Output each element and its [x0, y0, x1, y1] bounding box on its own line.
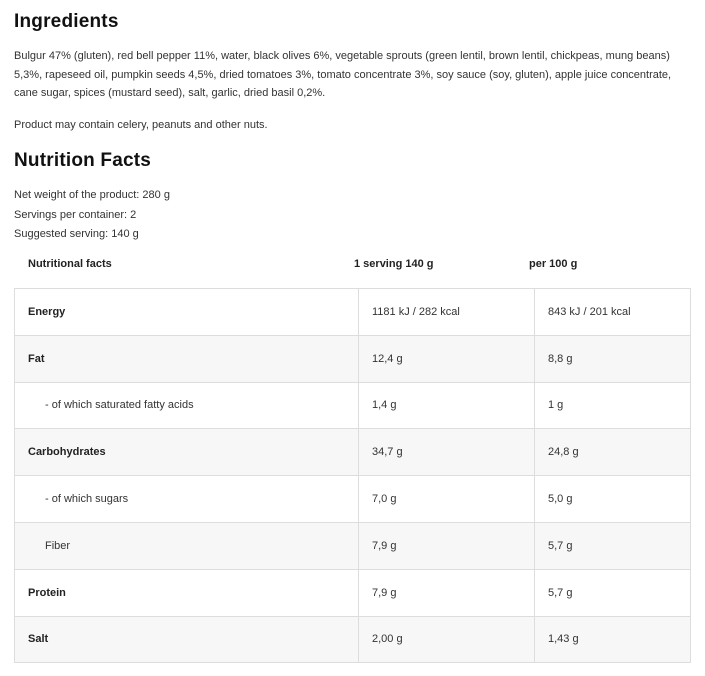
table-row: Salt 2,00 g 1,43 g — [14, 615, 691, 664]
serving-value: 1181 kJ / 282 kcal — [358, 288, 535, 336]
per100-value: 24,8 g — [534, 428, 691, 477]
serving-value: 12,4 g — [358, 334, 535, 383]
suggested-serving: Suggested serving: 140 g — [14, 228, 139, 240]
servings-per-container: Servings per container: 2 — [14, 208, 137, 221]
table-row: Energy 1181 kJ / 282 kcal 843 kJ / 201 kca… — [14, 288, 691, 336]
nutrition-table: Energy 1181 kJ / 282 kcal 843 kJ / 201 kca… — [14, 288, 691, 664]
serving-value: 1,4 g — [358, 381, 535, 430]
table-row: Fiber 7,9 g 5,7 g — [14, 521, 691, 570]
ingredients-text: Bulgur 47% (gluten), red bell pepper 11%… — [14, 50, 672, 99]
per100-value: 5,7 g — [534, 521, 691, 570]
nutrient-name: - of which saturated fatty acids — [14, 381, 359, 430]
header-per-100g: per 100 g — [529, 258, 578, 270]
header-serving: 1 serving 140 g — [354, 258, 434, 270]
table-header: Nutritional facts 1 serving 140 g per 10… — [14, 256, 691, 274]
nutrient-name: Salt — [14, 615, 359, 664]
ingredients-heading: Ingredients — [14, 11, 119, 32]
per100-value: 8,8 g — [534, 334, 691, 383]
nutrition-meta: Net weight of the product: 280 g Serving… — [14, 186, 170, 245]
table-row: Fat 12,4 g 8,8 g — [14, 334, 691, 383]
nutrient-name: Fiber — [14, 521, 359, 570]
net-weight: Net weight of the product: 280 g — [14, 189, 170, 201]
per100-value: 843 kJ / 201 kcal — [534, 288, 691, 336]
allergen-note: Product may contain celery, peanuts and … — [14, 119, 268, 131]
nutrient-name: Energy — [14, 288, 359, 336]
header-nutritional-facts: Nutritional facts — [28, 258, 112, 270]
table-row: Carbohydrates 34,7 g 24,8 g — [14, 428, 691, 477]
serving-value: 7,9 g — [358, 568, 535, 617]
nutrient-name: Fat — [14, 334, 359, 383]
per100-value: 1,43 g — [534, 615, 691, 664]
nutrient-name: Protein — [14, 568, 359, 617]
nutrient-name: Carbohydrates — [14, 428, 359, 477]
per100-value: 5,0 g — [534, 475, 691, 523]
table-row: Protein 7,9 g 5,7 g — [14, 568, 691, 617]
serving-value: 34,7 g — [358, 428, 535, 477]
serving-value: 7,0 g — [358, 475, 535, 523]
serving-value: 2,00 g — [358, 615, 535, 664]
serving-value: 7,9 g — [358, 521, 535, 570]
nutrient-name: - of which sugars — [14, 475, 359, 523]
table-row: - of which sugars 7,0 g 5,0 g — [14, 475, 691, 523]
per100-value: 5,7 g — [534, 568, 691, 617]
nutrition-heading: Nutrition Facts — [14, 150, 152, 171]
per100-value: 1 g — [534, 381, 691, 430]
